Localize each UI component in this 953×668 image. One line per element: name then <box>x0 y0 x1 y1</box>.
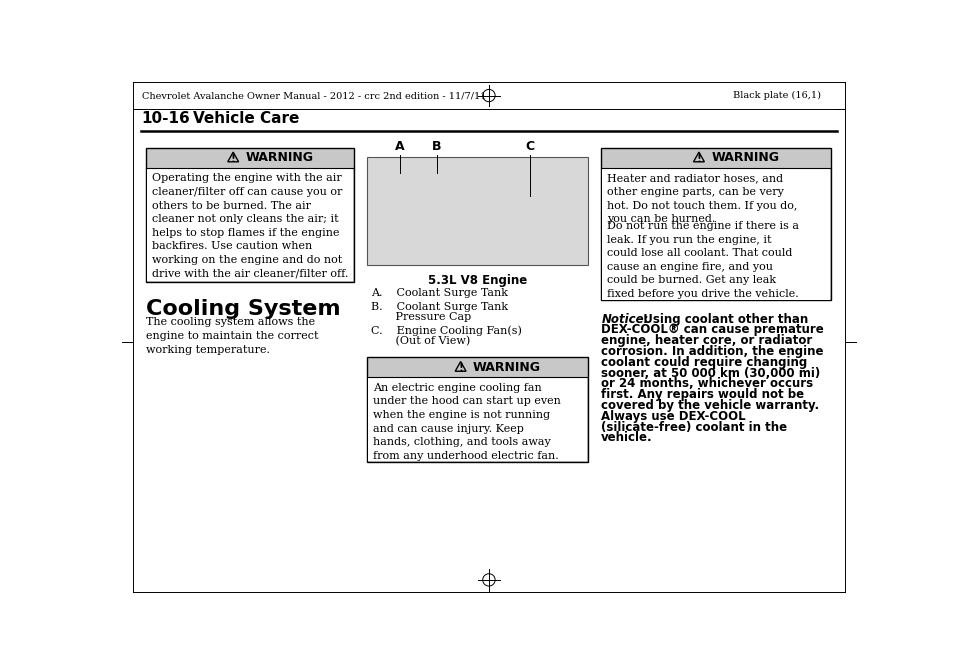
Text: Vehicle Care: Vehicle Care <box>193 112 299 126</box>
Text: !: ! <box>457 363 462 373</box>
Text: engine, heater core, or radiator: engine, heater core, or radiator <box>600 334 812 347</box>
Bar <box>601 168 829 300</box>
Text: C: C <box>525 140 534 154</box>
Text: !: ! <box>696 154 700 164</box>
Text: !: ! <box>231 154 235 164</box>
Text: Cooling System: Cooling System <box>146 299 340 319</box>
Text: vehicle.: vehicle. <box>600 432 652 444</box>
Text: Operating the engine with the air
cleaner/filter off can cause you or
others to : Operating the engine with the air cleane… <box>152 173 348 279</box>
Text: or 24 months, whichever occurs: or 24 months, whichever occurs <box>600 377 813 390</box>
Text: covered by the vehicle warranty.: covered by the vehicle warranty. <box>600 399 819 412</box>
Text: The cooling system allows the
engine to maintain the correct
working temperature: The cooling system allows the engine to … <box>146 317 318 355</box>
Text: WARNING: WARNING <box>473 361 540 374</box>
Bar <box>146 148 354 282</box>
Text: B: B <box>432 140 441 154</box>
Text: first. Any repairs would not be: first. Any repairs would not be <box>600 388 803 401</box>
Text: WARNING: WARNING <box>711 152 779 164</box>
Text: WARNING: WARNING <box>245 152 314 164</box>
Text: B.    Coolant Surge Tank: B. Coolant Surge Tank <box>371 302 508 312</box>
Text: (Out of View): (Out of View) <box>371 336 470 346</box>
Text: Do not run the engine if there is a
leak. If you run the engine, it
could lose a: Do not run the engine if there is a leak… <box>606 221 798 299</box>
Text: Black plate (16,1): Black plate (16,1) <box>732 91 820 100</box>
Text: DEX-COOL® can cause premature: DEX-COOL® can cause premature <box>600 323 823 337</box>
Text: Pressure Cap: Pressure Cap <box>371 312 471 322</box>
Bar <box>147 168 353 281</box>
Text: A: A <box>395 140 404 154</box>
Text: (silicate-free) coolant in the: (silicate-free) coolant in the <box>600 420 786 434</box>
Bar <box>600 148 830 301</box>
Bar <box>368 377 587 462</box>
Text: 10-16: 10-16 <box>141 112 190 126</box>
Text: sooner, at 50 000 km (30,000 mi): sooner, at 50 000 km (30,000 mi) <box>600 367 820 379</box>
Text: 5.3L V8 Engine: 5.3L V8 Engine <box>428 274 527 287</box>
Text: corrosion. In addition, the engine: corrosion. In addition, the engine <box>600 345 823 358</box>
Text: coolant could require changing: coolant could require changing <box>600 356 806 369</box>
Bar <box>367 357 587 462</box>
Text: Always use DEX-COOL: Always use DEX-COOL <box>600 409 745 423</box>
Text: Using coolant other than: Using coolant other than <box>635 313 808 326</box>
Text: C.    Engine Cooling Fan(s): C. Engine Cooling Fan(s) <box>371 326 521 337</box>
Bar <box>367 157 587 265</box>
Text: Notice:: Notice: <box>600 313 648 326</box>
Text: Chevrolet Avalanche Owner Manual - 2012 - crc 2nd edition - 11/7/11: Chevrolet Avalanche Owner Manual - 2012 … <box>142 91 486 100</box>
Text: A.    Coolant Surge Tank: A. Coolant Surge Tank <box>371 288 508 298</box>
Text: An electric engine cooling fan
under the hood can start up even
when the engine : An electric engine cooling fan under the… <box>373 383 560 461</box>
Text: Heater and radiator hoses, and
other engine parts, can be very
hot. Do not touch: Heater and radiator hoses, and other eng… <box>606 173 797 224</box>
